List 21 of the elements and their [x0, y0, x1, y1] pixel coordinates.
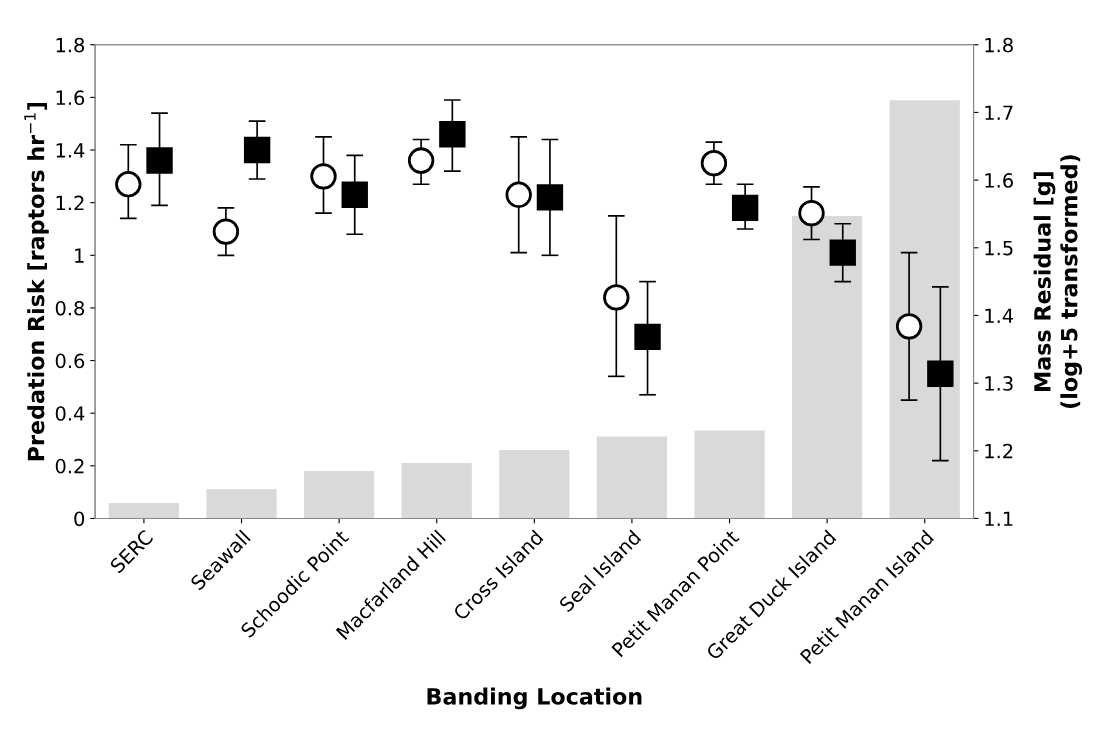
y-tick-label: 1.8 [56, 37, 85, 53]
y2-tick-label: 1.3 [985, 376, 1013, 391]
y-tick-label: 0.4 [55, 406, 85, 421]
y-tick-label: 0.2 [55, 458, 84, 474]
y-tick-label: 0 [74, 511, 85, 527]
y-tick-label: 1 [75, 248, 84, 263]
x-axis-title: Banding Location [427, 687, 642, 710]
y2-tick-label: 1.1 [985, 511, 1013, 526]
y-tick-label: 0.6 [55, 353, 85, 369]
y2-axis-title: Mass Residual [g] (log+5 transformed) [1033, 155, 1083, 408]
y-tick-label: 1.2 [56, 195, 84, 211]
y2-tick-label: 1.7 [985, 105, 1013, 120]
y2-tick-label: 1.2 [985, 443, 1013, 459]
y2-tick-label: 1.5 [985, 240, 1013, 256]
y-tick-label: 1.4 [56, 143, 85, 158]
y2-tick-label: 1.6 [985, 173, 1013, 188]
y2-tick-label: 1.8 [985, 37, 1013, 53]
y-axis-title: Predation Risk [raptors hr$^{−1}$] [24, 102, 49, 461]
y-tick-label: 0.8 [55, 300, 85, 316]
y-tick-label: 1.6 [56, 90, 85, 106]
y2-tick-label: 1.4 [985, 308, 1014, 323]
